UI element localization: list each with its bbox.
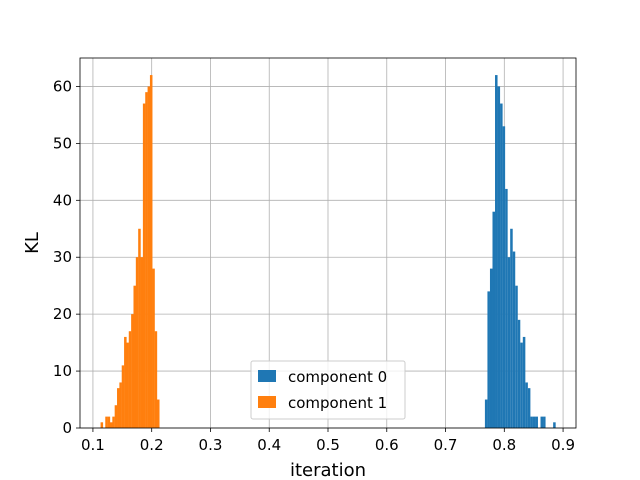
histogram-bar [112, 416, 115, 428]
histogram-bar [124, 336, 127, 428]
histogram-bar [517, 319, 521, 428]
histogram-bar [543, 416, 546, 428]
x-tick-label: 0.5 [316, 436, 340, 454]
histogram-bar [119, 382, 122, 428]
x-tick-label: 0.3 [199, 436, 223, 454]
histogram-bar [527, 388, 531, 428]
histogram-bar [138, 228, 141, 428]
histogram-bar [105, 416, 108, 428]
x-axis-ticks: 0.1 0.2 0.3 0.4 0.5 0.6 0.7 0.8 0.9 [81, 428, 575, 454]
histogram-bar [489, 268, 493, 428]
histogram-bar [135, 257, 139, 428]
histogram-bar [140, 257, 144, 428]
x-tick-label: 0.9 [551, 436, 575, 454]
histogram-bar [152, 268, 155, 428]
histogram-bar [100, 422, 104, 428]
histogram-bar [520, 342, 523, 428]
histogram-bar [540, 416, 544, 428]
histogram-bar [142, 103, 146, 429]
histogram-bar [145, 92, 148, 429]
series-component-1-bars [100, 75, 160, 429]
histogram-bar [507, 257, 511, 428]
histogram-bar [126, 342, 129, 428]
histogram-bar [535, 416, 538, 428]
histogram-bar [502, 126, 506, 429]
legend: component 0 component 1 [250, 360, 406, 420]
histogram-bar [553, 422, 556, 428]
legend-swatch-component-0 [258, 370, 276, 382]
histogram-bar [484, 399, 488, 428]
histogram-bar [109, 422, 113, 428]
series-component-0-bars [484, 75, 556, 429]
histogram-bar [131, 314, 134, 428]
histogram-bar [154, 331, 158, 428]
histogram-bar [530, 416, 533, 428]
y-tick-label: 40 [53, 191, 72, 209]
legend-label-component-0: component 0 [288, 368, 387, 386]
histogram-bar [128, 331, 132, 428]
legend-swatch-component-1 [258, 396, 276, 408]
histogram-bar [107, 416, 111, 428]
y-axis-label: KL [22, 232, 43, 254]
y-tick-label: 30 [53, 248, 72, 266]
histogram-bar [156, 399, 160, 428]
y-axis-ticks: 0 10 20 30 40 50 60 [53, 77, 80, 437]
x-tick-label: 0.6 [375, 436, 399, 454]
histogram-bar [497, 86, 501, 428]
x-tick-label: 0.4 [257, 436, 281, 454]
histogram-bar [121, 365, 125, 428]
histogram-bar [510, 228, 513, 428]
histogram-bar [117, 388, 120, 428]
histogram-bar [522, 336, 526, 428]
legend-label-component-1: component 1 [288, 394, 387, 412]
histogram-bar [505, 188, 508, 428]
histogram-bar [147, 86, 151, 428]
histogram-bar [492, 211, 496, 428]
y-tick-label: 10 [53, 362, 72, 380]
histogram-bar [515, 285, 518, 428]
histogram-bar [487, 291, 490, 428]
y-tick-label: 50 [53, 134, 72, 152]
histogram-bar [532, 416, 536, 428]
x-tick-label: 0.8 [492, 436, 516, 454]
x-axis-label: iteration [290, 460, 366, 480]
legend-box [250, 360, 406, 420]
y-tick-label: 0 [62, 419, 72, 437]
histogram-bar [512, 251, 516, 428]
y-tick-label: 20 [53, 305, 72, 323]
histogram-bar [114, 405, 118, 428]
y-tick-label: 60 [53, 77, 72, 95]
x-tick-label: 0.7 [434, 436, 458, 454]
histogram-bar [133, 285, 137, 428]
histogram-bar [500, 103, 503, 429]
histogram-bar [495, 75, 498, 429]
x-tick-label: 0.1 [81, 436, 105, 454]
histogram-bar [149, 75, 153, 429]
histogram-bar [525, 382, 528, 428]
x-tick-label: 0.2 [140, 436, 164, 454]
